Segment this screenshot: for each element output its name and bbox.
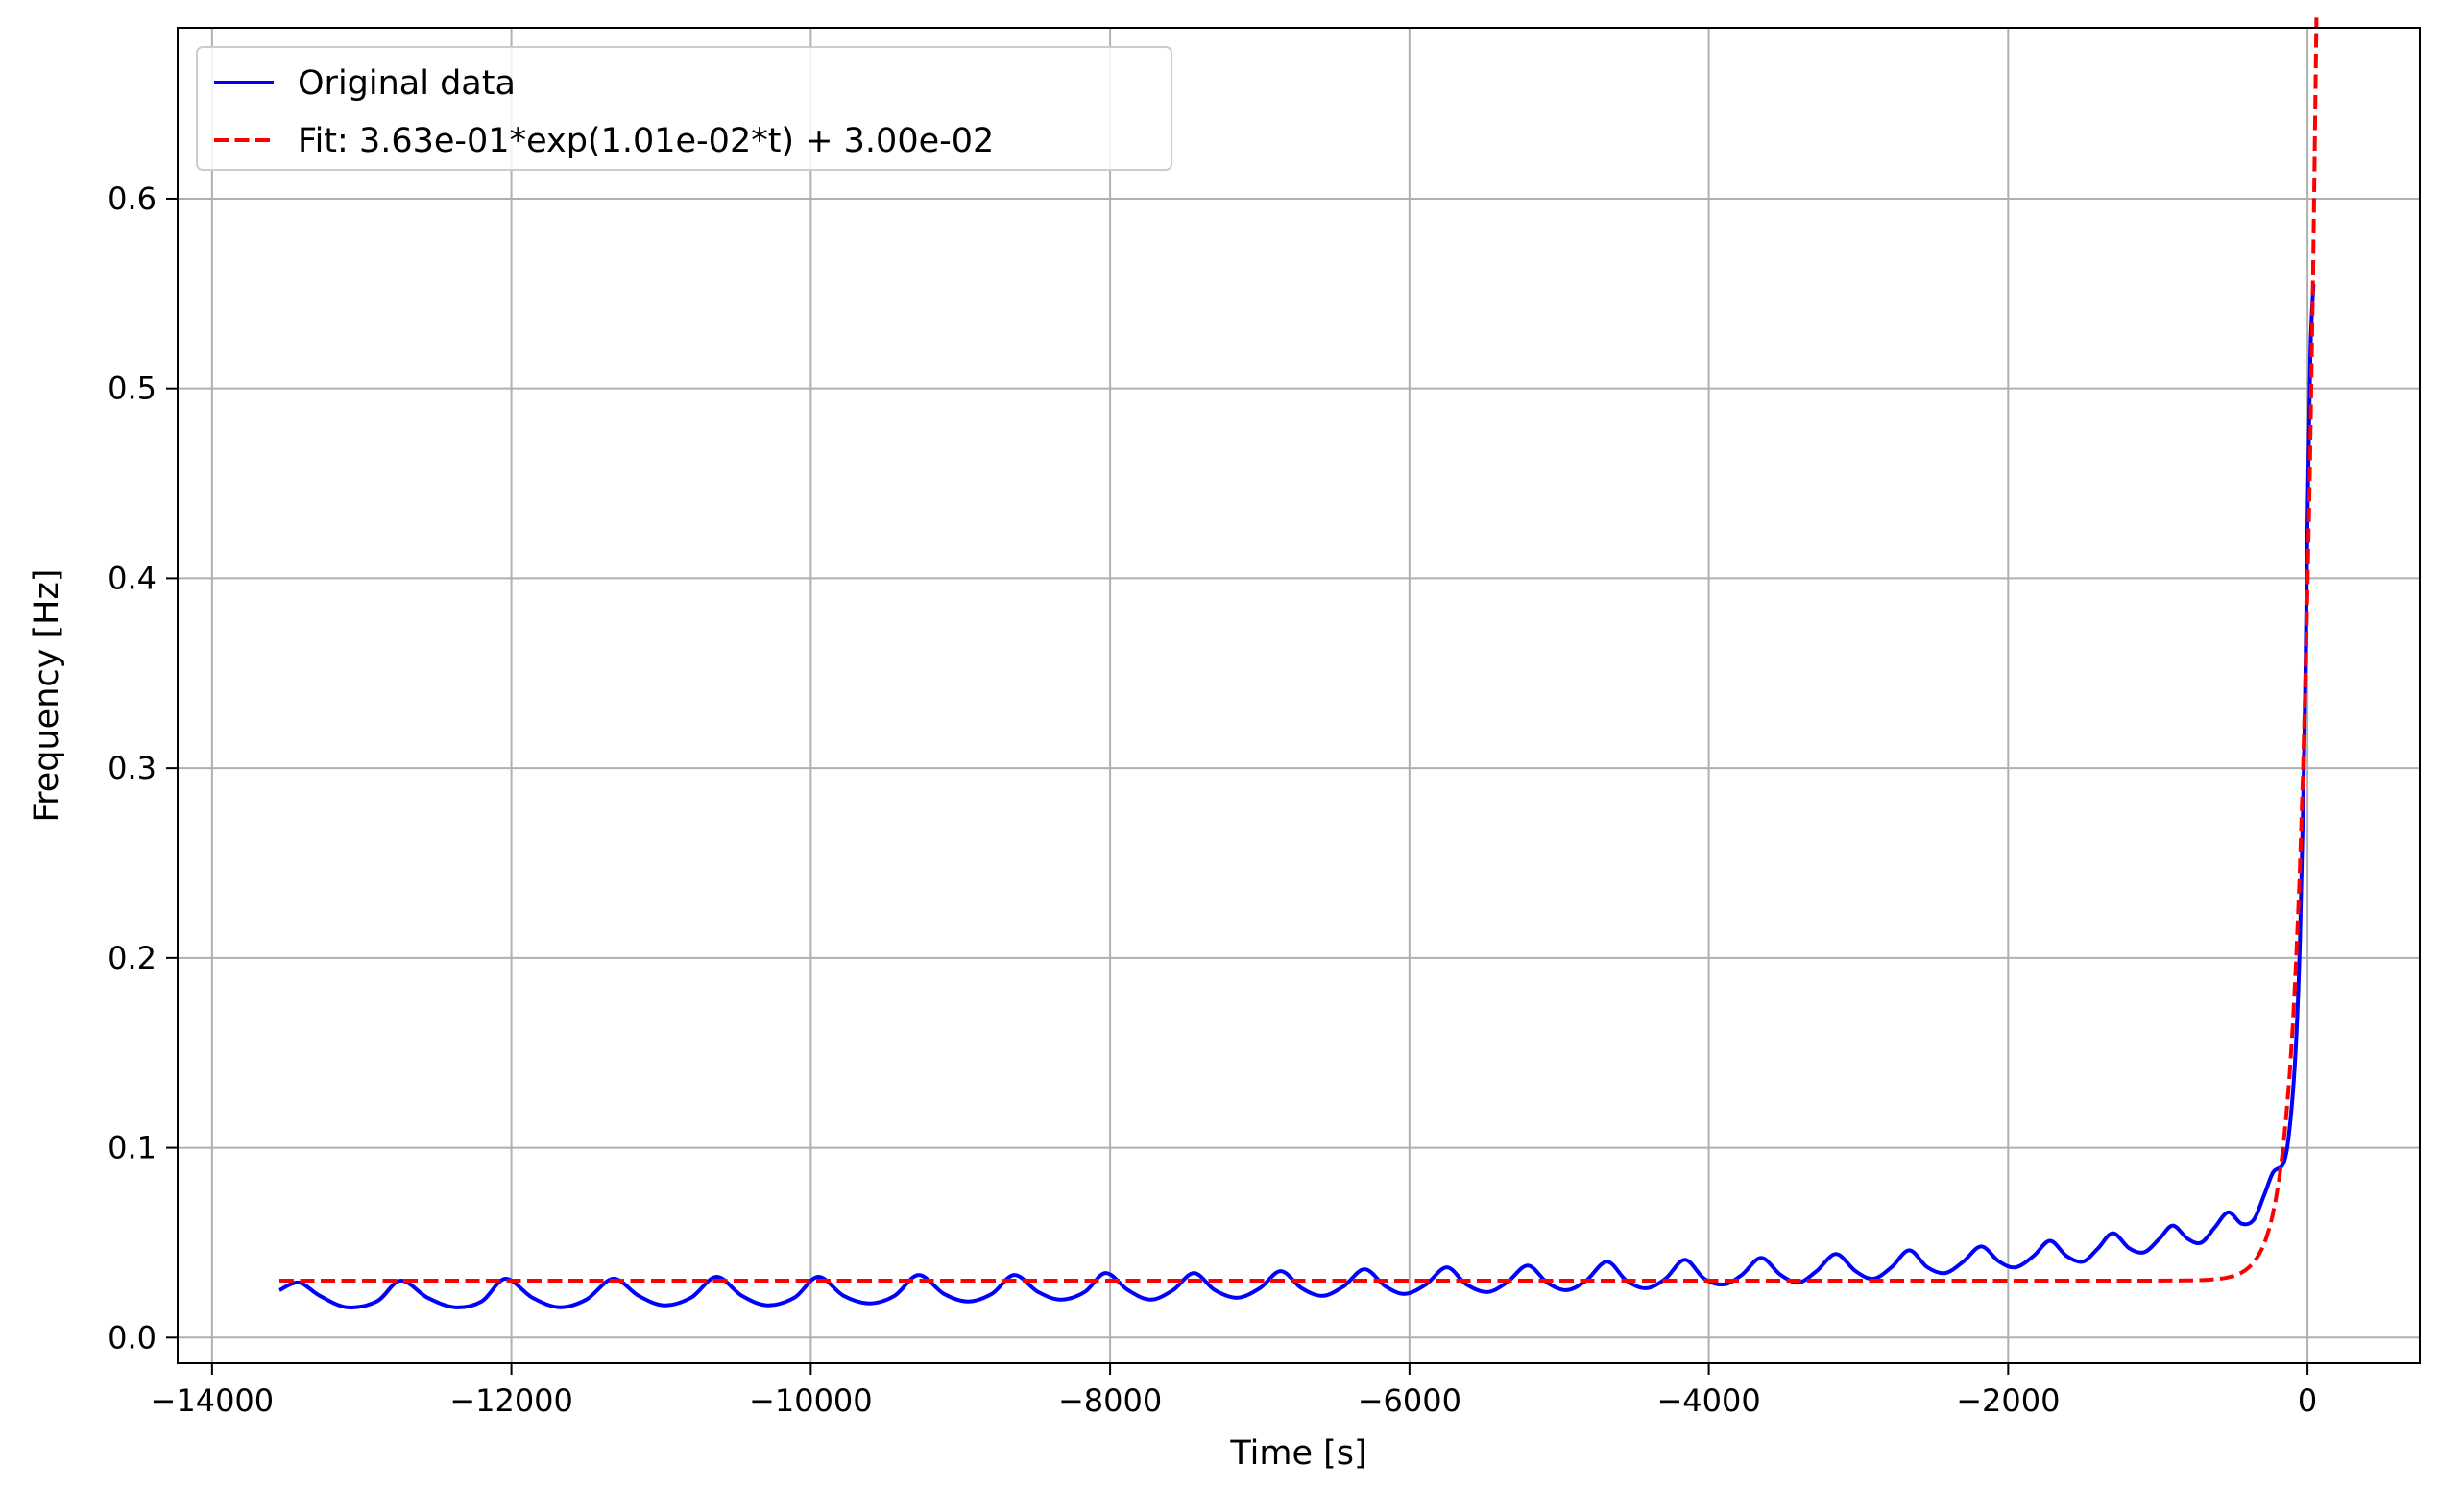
legend: Original data Fit: 3.63e-01*exp(1.01e-02*… [196,46,1172,171]
legend-label-1: Fit: 3.63e-01*exp(1.01e-02*t) + 3.00e-02 [298,122,994,160]
axis-ticks: −14000 −12000 −10000 −8000 −6000 −4000 −2000 0 0… [108,180,2317,1419]
x-tick-label: −4000 [1656,1382,1760,1419]
grid [178,28,2420,1363]
x-tick-label: −14000 [151,1382,275,1419]
x-tick-label: −10000 [749,1382,873,1419]
legend-label-0: Original data [298,64,516,103]
y-tick-label: 0.0 [108,1319,157,1356]
y-tick-label: 0.1 [108,1130,157,1166]
x-tick-label: 0 [2298,1382,2317,1419]
plot-series [278,17,2319,1309]
x-tick-label: −12000 [449,1382,573,1419]
x-tick-label: −6000 [1358,1382,1461,1419]
y-tick-label: 0.3 [108,750,157,786]
y-tick-label: 0.5 [108,371,157,407]
axes-frame [177,27,2421,1364]
series-line-1 [279,17,2319,1283]
y-axis-title: Frequency [Hz] [28,569,66,823]
y-tick-label: 0.4 [108,560,157,596]
x-axis-title: Time [s] [1229,1434,1366,1473]
y-tick-label: 0.2 [108,940,157,976]
y-tick-label: 0.6 [108,180,157,217]
x-tick-label: −8000 [1058,1382,1162,1419]
x-tick-label: −2000 [1956,1382,2060,1419]
legend-box [196,46,1172,171]
